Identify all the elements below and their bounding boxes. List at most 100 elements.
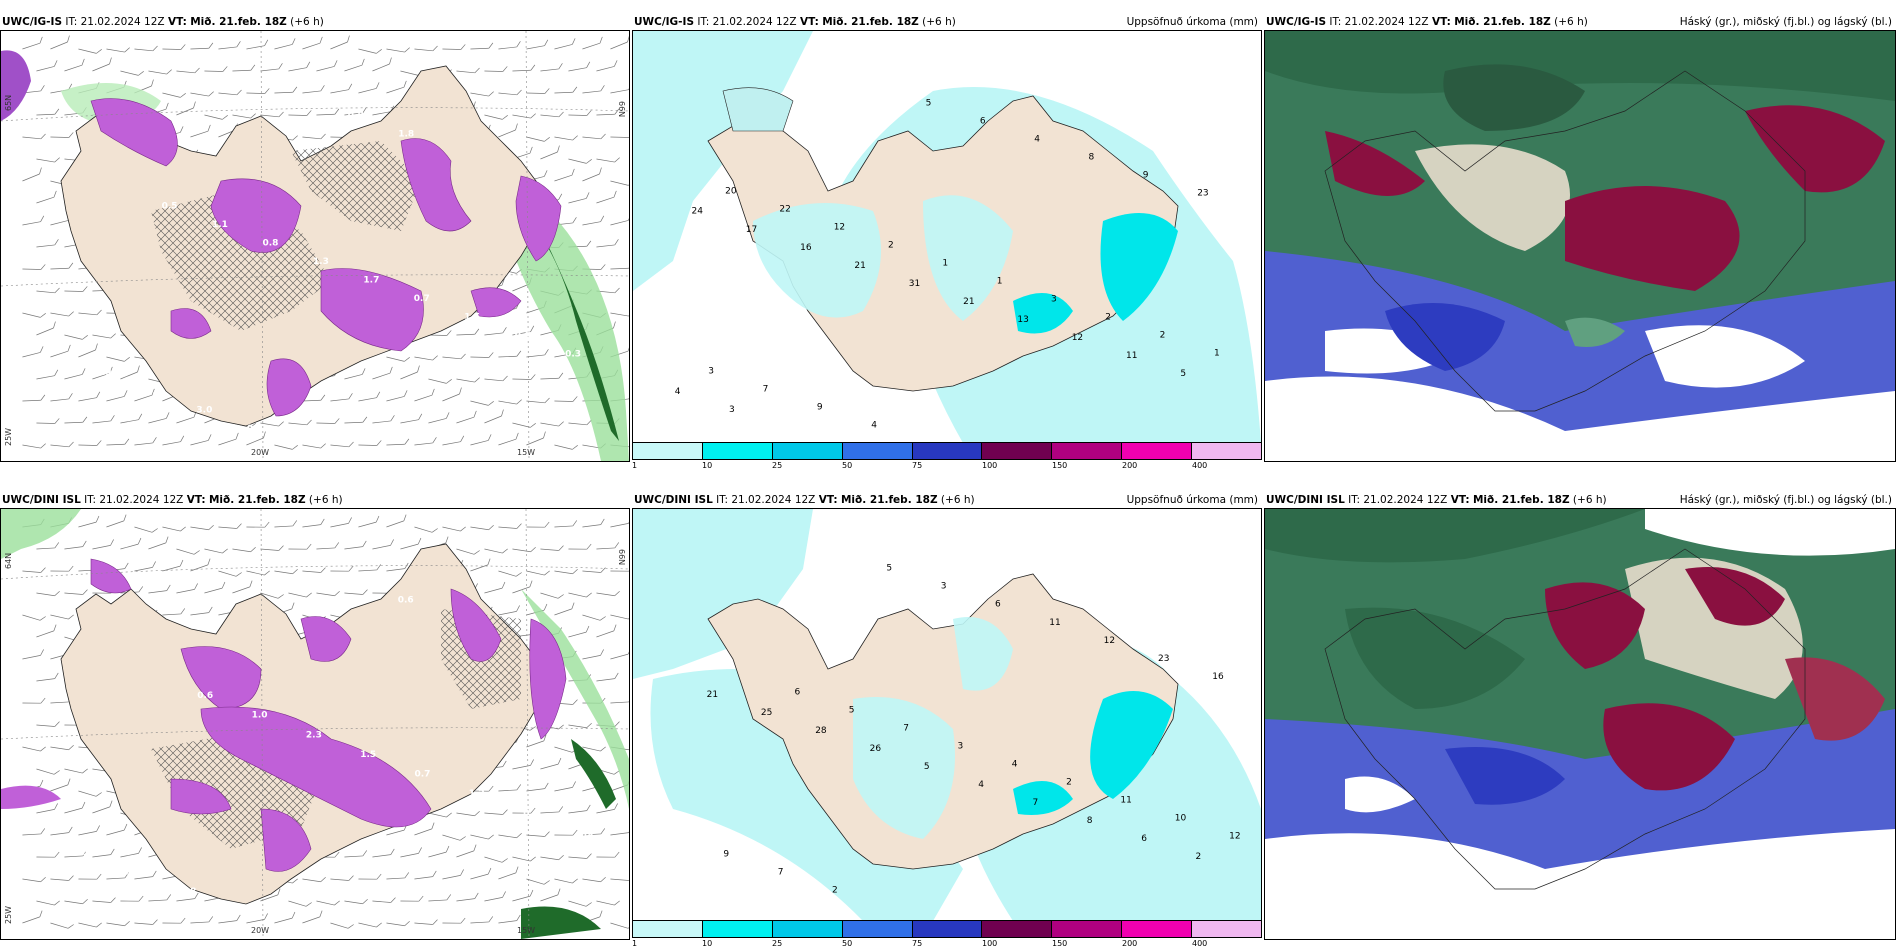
- wind-barb: [146, 536, 170, 550]
- value-label: 1.0: [126, 868, 142, 878]
- value-label: 1.4: [146, 387, 162, 397]
- wind-barb: [610, 258, 629, 274]
- wind-barb: [22, 824, 46, 839]
- wind-barb: [512, 60, 536, 76]
- wind-barb: [511, 889, 534, 902]
- wind-barb: [442, 517, 467, 537]
- wind-barb: [343, 58, 366, 72]
- row-top: UWC/IG-IS IT: 21.02.2024 12Z VT: Mið. 21…: [0, 14, 1900, 470]
- wind-barb: [35, 59, 58, 72]
- map-snow-wind[interactable]: 20W 15W 66N 65N 25W 0.5 1.1 0.8 1.3 1.7 0.7 1.…: [0, 30, 630, 462]
- wind-barb: [540, 847, 564, 865]
- wind-barb: [610, 126, 629, 143]
- wind-barb: [78, 39, 103, 59]
- value-label: 5: [849, 706, 855, 716]
- map-svg: 20W 15W 66N 65N 25W 0.5 1.1 0.8 1.3 1.7 0.7 1.…: [1, 31, 629, 461]
- wind-barb: [288, 60, 311, 73]
- wind-barb: [554, 824, 578, 841]
- wind-barb: [190, 912, 214, 927]
- value-label: 1.3: [313, 257, 329, 267]
- value-label: 9: [817, 403, 823, 413]
- value-label: 3: [729, 405, 735, 415]
- map-precip[interactable]: 6 5 7 3 4 2 11 10 12 9 7 2 5 3 6 11 12 23 16 21 25 28 26 5 4 7 8 6 2: [632, 508, 1262, 922]
- wind-barb: [526, 825, 550, 842]
- map-precip[interactable]: 20 22 12 2 1 1 3 2 2 1 3 7 9 4 5 6 4 8 9 23 24 17 16 21 31 21 13 12…: [632, 30, 1262, 444]
- wind-barb: [524, 431, 548, 446]
- colorbar-tick-label: 10: [702, 939, 713, 948]
- snow-edge-nw: [1, 50, 31, 121]
- wind-barb: [105, 823, 128, 836]
- wind-barb: [20, 910, 44, 924]
- wind-barb: [540, 802, 564, 817]
- precip-title: Uppsöfnuð úrkoma (mm): [1126, 494, 1258, 506]
- cloud-title: Háský (gr.), miðský (fj.bl.) og lágský (…: [1679, 16, 1892, 28]
- wind-barb: [302, 869, 326, 887]
- wind-barb: [496, 866, 520, 880]
- wind-barb: [162, 912, 186, 929]
- wind-barb: [190, 517, 214, 535]
- wind-barb: [330, 560, 354, 577]
- wind-barb: [526, 82, 550, 99]
- map-snow-wind[interactable]: 20W 15W 66N 64N 25W 0.6 1.0 2.3 1.5 0.7 1.2 0.…: [0, 508, 630, 940]
- wind-barb: [330, 435, 354, 452]
- wind-barb: [316, 538, 340, 553]
- wind-barb: [190, 38, 214, 54]
- wind-barb: [330, 869, 354, 886]
- value-label: 12: [1229, 832, 1240, 842]
- wind-barb: [596, 583, 620, 601]
- value-label: 11: [1120, 796, 1131, 806]
- wind-barb: [582, 648, 605, 660]
- wind-barb: [582, 869, 606, 887]
- wind-barb: [568, 891, 593, 912]
- init-time: IT: 21.02.2024 12Z: [716, 494, 816, 506]
- wind-barb: [427, 411, 450, 424]
- value-label: 2: [1196, 852, 1202, 862]
- wind-barb: [302, 561, 326, 578]
- wind-barb: [442, 868, 465, 880]
- wind-barb: [316, 412, 340, 429]
- value-label: 21: [707, 690, 718, 700]
- wind-barb: [372, 412, 395, 426]
- colorbar-tick-label: 50: [842, 461, 853, 470]
- wind-barb: [48, 35, 72, 50]
- wind-barb: [176, 539, 201, 560]
- wind-barb: [36, 583, 60, 601]
- wind-barb: [568, 538, 592, 555]
- wind-barb: [260, 60, 283, 74]
- precip-heavy-area: [1090, 691, 1173, 799]
- value-label: 4: [675, 387, 681, 397]
- wind-barb: [456, 803, 480, 821]
- wind-barb: [496, 123, 520, 138]
- wind-barb: [148, 890, 172, 905]
- wind-barb: [552, 602, 576, 616]
- wind-barb: [386, 913, 410, 931]
- panel-header: UWC/DINI ISL IT: 21.02.2024 12Z VT: Mið.…: [634, 492, 1258, 508]
- map-clouds[interactable]: [1264, 508, 1896, 940]
- wind-barb: [50, 869, 74, 886]
- wind-barb: [414, 434, 437, 448]
- value-label: 11: [1049, 618, 1060, 628]
- value-label: 0.8: [523, 809, 539, 819]
- wind-barb: [526, 516, 550, 533]
- wind-barb: [540, 105, 564, 122]
- colorbar: [632, 442, 1262, 460]
- wind-barb: [582, 82, 605, 96]
- colorbar: [632, 920, 1262, 938]
- wind-barb: [538, 145, 562, 160]
- value-label: 31: [909, 279, 920, 289]
- wind-barb: [330, 516, 353, 528]
- map-clouds[interactable]: [1264, 30, 1896, 462]
- value-label: 1.2: [469, 789, 485, 799]
- wind-barb: [540, 60, 563, 74]
- value-label: 0.6: [297, 92, 313, 102]
- wind-barb: [372, 538, 395, 550]
- low-cloud-area: [1545, 582, 1645, 669]
- wind-barb: [78, 434, 102, 451]
- wind-barb: [50, 913, 75, 934]
- value-label: 23: [1197, 189, 1208, 199]
- wind-barb: [175, 410, 198, 424]
- value-label: 2: [1160, 331, 1166, 341]
- wind-barb: [105, 389, 128, 402]
- wind-barb: [218, 38, 241, 52]
- wind-barb: [400, 890, 424, 907]
